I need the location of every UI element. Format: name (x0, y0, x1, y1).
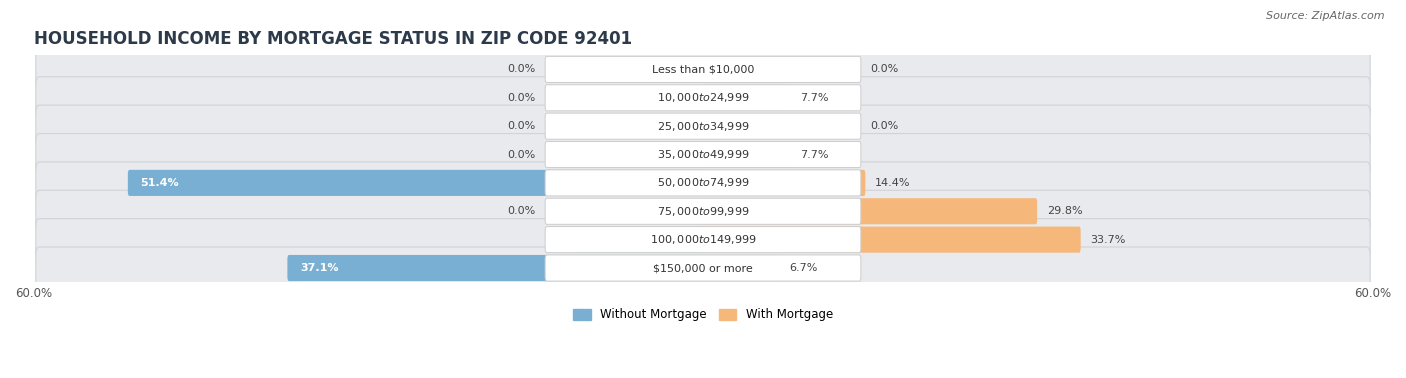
FancyBboxPatch shape (35, 77, 1371, 119)
Text: 29.8%: 29.8% (1046, 206, 1083, 216)
Text: $150,000 or more: $150,000 or more (654, 263, 752, 273)
Text: Source: ZipAtlas.com: Source: ZipAtlas.com (1267, 11, 1385, 21)
FancyBboxPatch shape (35, 162, 1371, 204)
FancyBboxPatch shape (546, 170, 860, 196)
FancyBboxPatch shape (546, 198, 860, 224)
Text: 7.7%: 7.7% (800, 150, 828, 160)
FancyBboxPatch shape (546, 141, 860, 167)
FancyBboxPatch shape (546, 255, 860, 281)
Legend: Without Mortgage, With Mortgage: Without Mortgage, With Mortgage (568, 304, 838, 326)
Text: 0.0%: 0.0% (508, 150, 536, 160)
Text: $100,000 to $149,999: $100,000 to $149,999 (650, 233, 756, 246)
Text: 0.0%: 0.0% (508, 93, 536, 103)
FancyBboxPatch shape (702, 226, 1081, 253)
FancyBboxPatch shape (702, 255, 779, 281)
Text: 0.0%: 0.0% (508, 121, 536, 131)
FancyBboxPatch shape (574, 226, 704, 253)
Text: HOUSEHOLD INCOME BY MORTGAGE STATUS IN ZIP CODE 92401: HOUSEHOLD INCOME BY MORTGAGE STATUS IN Z… (34, 30, 631, 48)
FancyBboxPatch shape (35, 133, 1371, 175)
FancyBboxPatch shape (35, 48, 1371, 90)
FancyBboxPatch shape (35, 190, 1371, 232)
Text: 11.4%: 11.4% (586, 235, 626, 245)
Text: $50,000 to $74,999: $50,000 to $74,999 (657, 177, 749, 189)
FancyBboxPatch shape (546, 56, 860, 82)
Text: $10,000 to $24,999: $10,000 to $24,999 (657, 91, 749, 104)
Text: $25,000 to $34,999: $25,000 to $34,999 (657, 120, 749, 133)
Text: 37.1%: 37.1% (301, 263, 339, 273)
Text: $75,000 to $99,999: $75,000 to $99,999 (657, 205, 749, 218)
Text: 33.7%: 33.7% (1090, 235, 1126, 245)
FancyBboxPatch shape (35, 247, 1371, 289)
Text: 0.0%: 0.0% (870, 64, 898, 74)
Text: 6.7%: 6.7% (789, 263, 817, 273)
FancyBboxPatch shape (546, 226, 860, 253)
Text: 7.7%: 7.7% (800, 93, 828, 103)
FancyBboxPatch shape (702, 85, 790, 111)
FancyBboxPatch shape (128, 170, 704, 196)
FancyBboxPatch shape (35, 105, 1371, 147)
FancyBboxPatch shape (546, 85, 860, 111)
Text: 0.0%: 0.0% (870, 121, 898, 131)
FancyBboxPatch shape (35, 218, 1371, 260)
FancyBboxPatch shape (702, 141, 790, 167)
Text: 0.0%: 0.0% (508, 206, 536, 216)
FancyBboxPatch shape (546, 113, 860, 139)
Text: Less than $10,000: Less than $10,000 (652, 64, 754, 74)
FancyBboxPatch shape (702, 198, 1038, 224)
FancyBboxPatch shape (287, 255, 704, 281)
Text: 14.4%: 14.4% (875, 178, 910, 188)
FancyBboxPatch shape (702, 170, 865, 196)
Text: 0.0%: 0.0% (508, 64, 536, 74)
Text: $35,000 to $49,999: $35,000 to $49,999 (657, 148, 749, 161)
Text: 51.4%: 51.4% (141, 178, 180, 188)
